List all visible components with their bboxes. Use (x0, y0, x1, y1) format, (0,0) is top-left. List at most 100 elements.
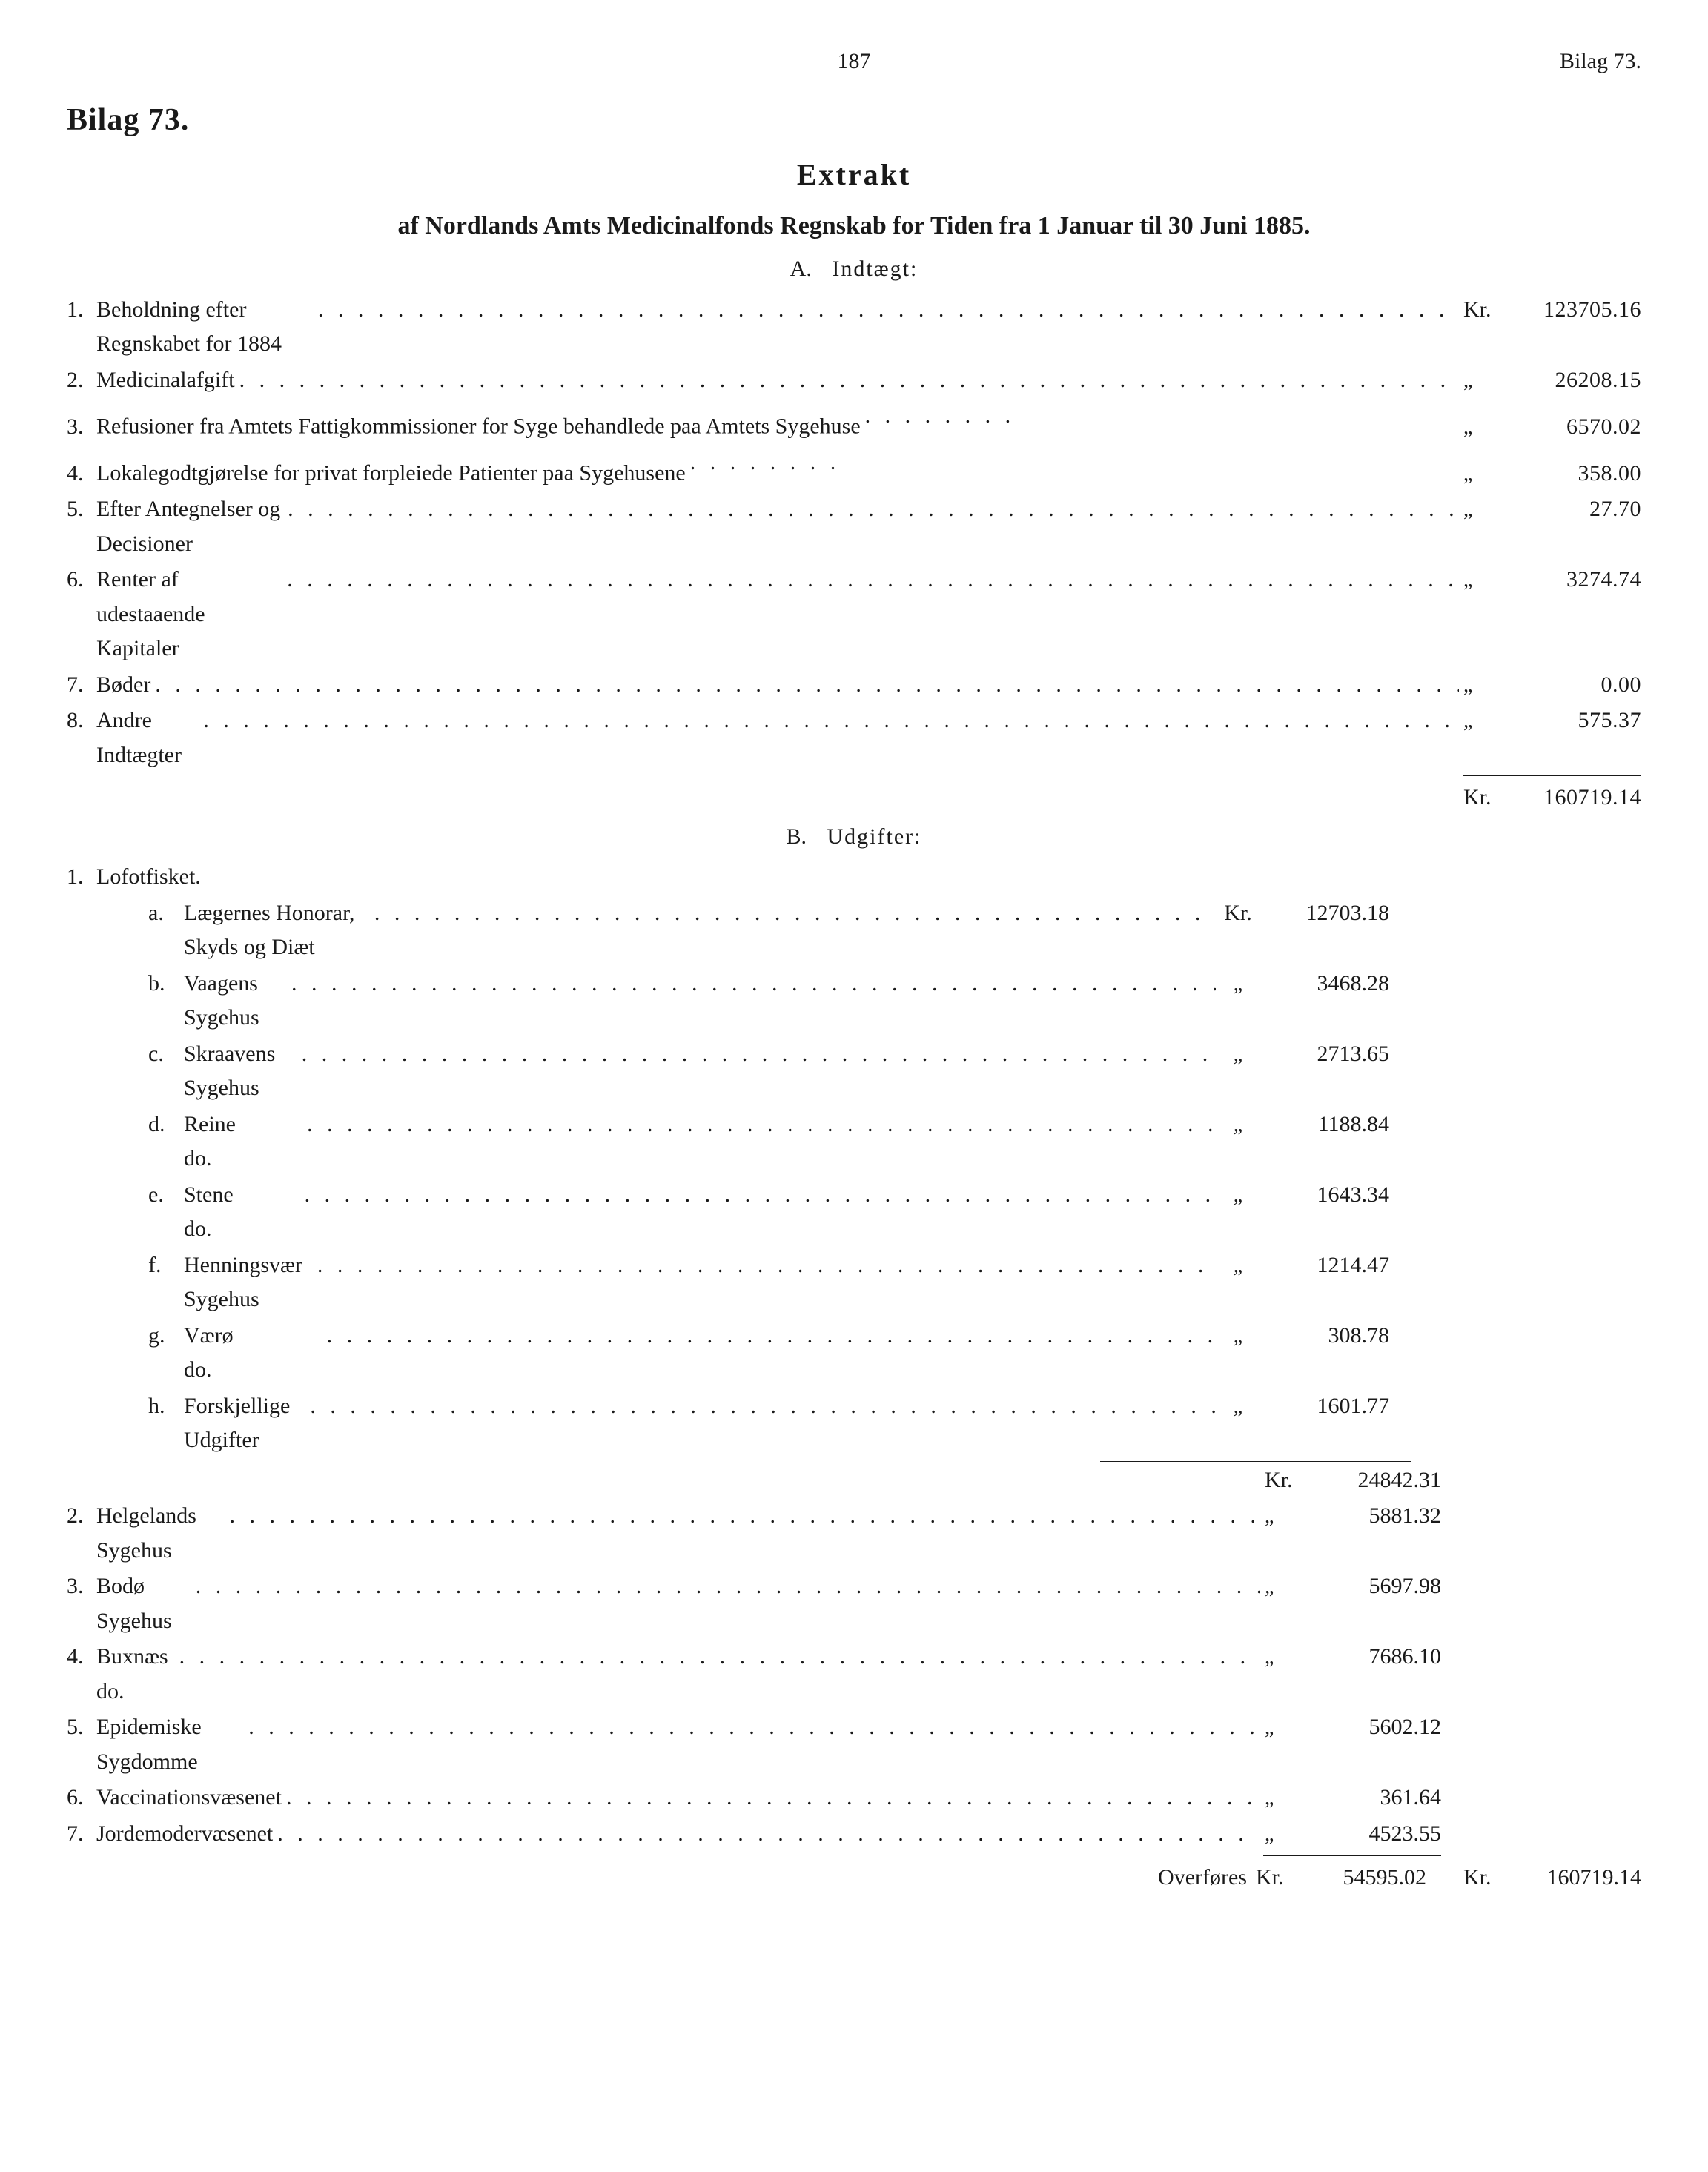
sub-unit: „ (1220, 1391, 1256, 1423)
row-desc: Beholdning efter Regnskabet for 1884 (96, 293, 314, 362)
footer-unit-2: Kr. (1463, 1861, 1500, 1895)
footer-row: Overføres Kr. 54595.02 Kr. 160719.14 (67, 1861, 1641, 1895)
row-desc: Jordemodervæsenet (96, 1817, 273, 1852)
indtaegt-row: 3.Refusioner fra Amtets Fattigkommission… (67, 399, 1641, 444)
leader (305, 1178, 1216, 1213)
bilag-corner: Bilag 73. (1560, 44, 1641, 79)
row-amount: 575.37 (1500, 703, 1641, 738)
udgifter-subrow: b.Vaagens Sygehus„3468.28 (67, 967, 1641, 1036)
leader (374, 896, 1216, 931)
row-index: 7. (67, 668, 96, 703)
row-unit: „ (1265, 1818, 1300, 1850)
row-unit: Kr. (1463, 293, 1500, 328)
leader (196, 1569, 1260, 1604)
sub-index: e. (148, 1178, 184, 1213)
row-desc: Lokalegodtgjørelse for privat forpleiede… (96, 446, 1463, 491)
udgifter-row: 6.Vaccinationsvæsenet„361.64 (67, 1781, 1641, 1815)
udgifter-subrow: f.Henningsvær Sygehus„1214.47 (67, 1248, 1641, 1317)
row-unit: „ (1265, 1712, 1300, 1744)
row-desc: Lofotfisket. (96, 860, 1641, 895)
indtaegt-row: 6.Renter af udestaaende Kapitaler„3274.7… (67, 563, 1641, 666)
row-index: 7. (67, 1817, 96, 1852)
udgifter-subrow: h.Forskjellige Udgifter„1601.77 (67, 1389, 1641, 1458)
sub-unit: „ (1220, 1039, 1256, 1070)
leader (248, 1710, 1260, 1745)
row-unit: „ (1463, 494, 1500, 526)
row-unit: „ (1463, 411, 1500, 443)
row-index: 5. (67, 1710, 96, 1745)
row-amount: 358.00 (1500, 457, 1641, 491)
indtaegt-row: 4.Lokalegodtgjørelse for privat forpleie… (67, 446, 1641, 491)
sub-desc: Forskjellige Udgifter (184, 1389, 305, 1458)
leader (318, 293, 1459, 328)
indtaegt-row: 5.Efter Antegnelser og Decisioner„27.70 (67, 492, 1641, 561)
row-index: 4. (67, 1640, 96, 1675)
sub-amount: 308.78 (1256, 1319, 1389, 1354)
leader (317, 1248, 1216, 1283)
indtaegt-row: 7.Bøder„0.00 (67, 668, 1641, 703)
sub-amount: 12703.18 (1256, 896, 1389, 931)
row-index: 1. (67, 860, 96, 895)
sub-amount: 2713.65 (1256, 1037, 1389, 1072)
page-header: 187 Bilag 73. (67, 44, 1641, 82)
sub-amount: 1188.84 (1256, 1107, 1389, 1142)
sub-index: c. (148, 1037, 184, 1072)
sub-amount: 1643.34 (1256, 1178, 1389, 1213)
indtaegt-row: 1.Beholdning efter Regnskabet for 1884Kr… (67, 293, 1641, 362)
row-amount: 123705.16 (1500, 293, 1641, 328)
sub-desc: Skraavens Sygehus (184, 1037, 297, 1106)
row-amount: 5602.12 (1300, 1710, 1441, 1745)
row-unit: „ (1265, 1641, 1300, 1673)
udgifter-subrow: c.Skraavens Sygehus „2713.65 (67, 1037, 1641, 1106)
udgifter-rows: Kr.24842.312.Helgelands Sygehus„5881.323… (67, 1463, 1641, 1852)
row-index: 2. (67, 1499, 96, 1534)
row-desc: Efter Antegnelser og Decisioner (96, 492, 283, 561)
row-amount: 361.64 (1300, 1781, 1441, 1815)
indtaegt-total-row: Kr. 160719.14 (67, 781, 1641, 815)
sub-index: d. (148, 1107, 184, 1142)
leader (291, 967, 1216, 1001)
row-desc: Refusioner fra Amtets Fattigkommissioner… (96, 399, 1463, 444)
leader (310, 1389, 1216, 1424)
sub-desc: Henningsvær Sygehus (184, 1248, 313, 1317)
section-label: Indtægt: (832, 256, 918, 281)
sub-amount: 1601.77 (1256, 1389, 1389, 1424)
leader (287, 563, 1459, 597)
row-desc: Bodø Sygehus (96, 1569, 191, 1638)
indtaegt-total-rule (1463, 775, 1641, 776)
sub-desc: Værø do. (184, 1319, 322, 1388)
sub-index: b. (148, 967, 184, 1001)
bilag-heading: Bilag 73. (67, 96, 1641, 145)
udgifter-subrows: a.Lægernes Honorar, Skyds og DiætKr.1270… (67, 896, 1641, 1458)
row-amount: 6570.02 (1500, 410, 1641, 445)
udgifter-row: 4.Buxnæs do.„7686.10 (67, 1640, 1641, 1709)
row-unit: „ (1463, 458, 1500, 490)
row-amount: 24842.31 (1300, 1463, 1441, 1498)
row-unit: „ (1265, 1500, 1300, 1532)
row-unit: „ (1265, 1782, 1300, 1814)
indtaegt-rows: 1.Beholdning efter Regnskabet for 1884Kr… (67, 293, 1641, 773)
row-desc: Buxnæs do. (96, 1640, 175, 1709)
row-amount: 0.00 (1500, 668, 1641, 703)
row-index: 2. (67, 363, 96, 398)
sub-index: a. (148, 896, 184, 931)
row-unit: „ (1463, 564, 1500, 596)
row-index: 6. (67, 563, 96, 597)
row-amount: 4523.55 (1300, 1817, 1441, 1852)
leader (302, 1037, 1216, 1072)
leader (229, 1499, 1260, 1534)
leader (327, 1319, 1216, 1354)
leader (203, 703, 1459, 738)
section-udgifter-head: B. Udgifter: (67, 820, 1641, 855)
udgifter-rule (1263, 1855, 1441, 1856)
row-amount: 5881.32 (1300, 1499, 1441, 1534)
row-desc: Bøder (96, 668, 150, 703)
udgifter-row: 7.Jordemodervæsenet „4523.55 (67, 1817, 1641, 1852)
row-index: 8. (67, 703, 96, 738)
leader (155, 668, 1459, 703)
section-lead: B. (787, 824, 807, 849)
row-index: 4. (67, 457, 96, 491)
sub-unit: „ (1220, 1109, 1256, 1141)
row-desc: Renter af udestaaende Kapitaler (96, 563, 282, 666)
row-amount: 26208.15 (1500, 363, 1641, 398)
